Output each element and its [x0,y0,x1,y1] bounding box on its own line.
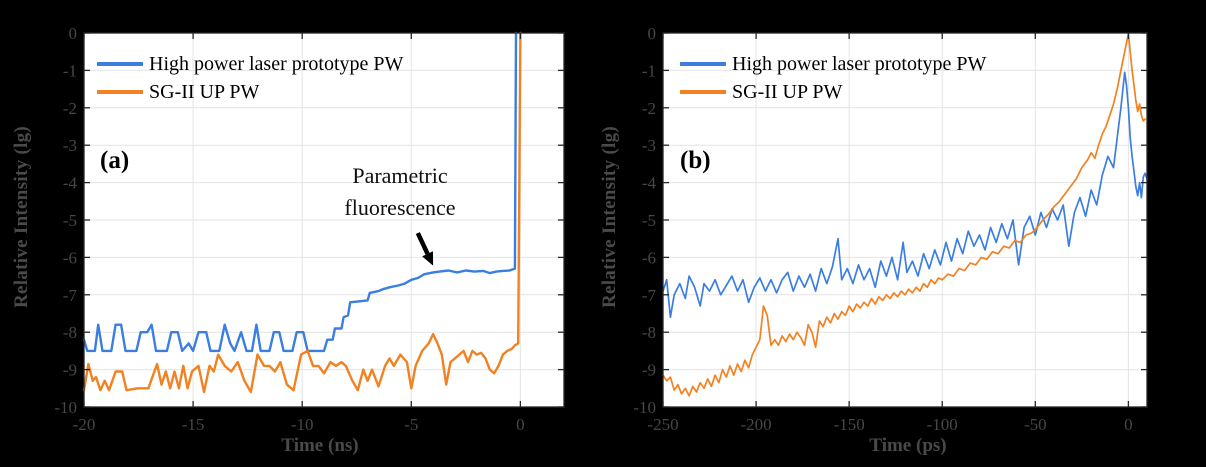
legend-line-swatch [97,90,143,94]
x-tick-label: -15 [182,415,205,434]
panel-letter-b: (b) [680,147,711,174]
y-tick-label: 0 [648,24,657,43]
panel-b: -250 -200 -150 -100 -50 0 0 -1 -2 -3 -4 -5 -6 -7 -8 -9 -… [599,0,1206,467]
legend-a: High power laser prototype PW SG-II UP PW [97,50,403,106]
x-tick-label: -250 [647,415,678,434]
series-line-0 [82,31,518,353]
y-tick-label: -7 [63,286,78,305]
legend-line-swatch [680,62,726,66]
y-tick-label: -5 [642,211,656,230]
panel-letter-a: (a) [100,147,130,174]
x-tick-label: -100 [927,415,958,434]
panel-a: -20 -15 -10 -5 0 0 -1 -2 -3 -4 -5 -6 -7 -8 -9 -10 Relat… [0,0,600,467]
y-tick-label: -5 [63,211,77,230]
y-tick-label: -9 [642,361,656,380]
y-axis-label-a: Relative Intensity (lg) [11,125,32,309]
y-tick-label: -10 [54,398,77,417]
legend-item: High power laser prototype PW [680,50,986,78]
y-tick-label: -4 [63,174,78,193]
legend-line-swatch [97,62,143,66]
legend-line-swatch [680,90,726,94]
annotation-line-1: Parametric [352,163,448,188]
y-tick-label: -4 [642,174,657,193]
x-tick-label: 0 [1124,415,1133,434]
y-tick-label: -1 [63,61,77,80]
series-line-1 [82,31,522,394]
legend-item: SG-II UP PW [97,78,403,106]
y-tick-label: -3 [642,136,656,155]
y-tick-label: -8 [642,323,656,342]
x-tick-label: -150 [834,415,865,434]
series-line-0 [662,71,1148,319]
x-axis-label-a: Time (ns) [281,435,359,456]
x-axis-label-b: Time (ps) [869,435,947,456]
annotation-line-2: fluorescence [344,195,456,220]
plot-b: -250 -200 -150 -100 -50 0 0 -1 -2 -3 -4 -5 -6 -7 -8 -9 -… [633,24,1148,434]
annotation-arrow-head [422,251,434,266]
legend-label: High power laser prototype PW [732,52,987,75]
y-tick-label: -6 [642,248,656,267]
annotation-arrow-shaft [415,232,430,255]
legend-label: SG-II UP PW [149,80,260,103]
y-tick-label: -8 [63,323,77,342]
y-tick-label: -10 [633,398,656,417]
x-tick-label: 0 [516,415,525,434]
annotation-parametric-fluorescence: Parametric fluorescence [300,160,500,224]
x-tick-label: -20 [73,415,96,434]
y-tick-label: -6 [63,248,77,267]
y-tick-label: -2 [642,99,656,118]
legend-label: SG-II UP PW [732,80,843,103]
y-axis-label-b: Relative Intensity (lg) [599,125,620,309]
y-tick-label: -3 [63,136,77,155]
plot-a: -20 -15 -10 -5 0 0 -1 -2 -3 -4 -5 -6 -7 -8 -9 -10 [54,24,565,434]
series-line-1 [662,32,1146,397]
y-tick-label: 0 [69,24,78,43]
y-tick-label: -2 [63,99,77,118]
x-tick-label: -50 [1024,415,1047,434]
y-tick-label: -1 [642,61,656,80]
y-tick-label: -7 [642,286,657,305]
legend-item: SG-II UP PW [680,78,986,106]
x-tick-label: -10 [291,415,314,434]
x-tick-label: -200 [740,415,771,434]
y-tick-label: -9 [63,361,77,380]
x-tick-label: -5 [404,415,418,434]
legend-item: High power laser prototype PW [97,50,403,78]
legend-b: High power laser prototype PW SG-II UP PW [680,50,986,106]
legend-label: High power laser prototype PW [149,52,404,75]
